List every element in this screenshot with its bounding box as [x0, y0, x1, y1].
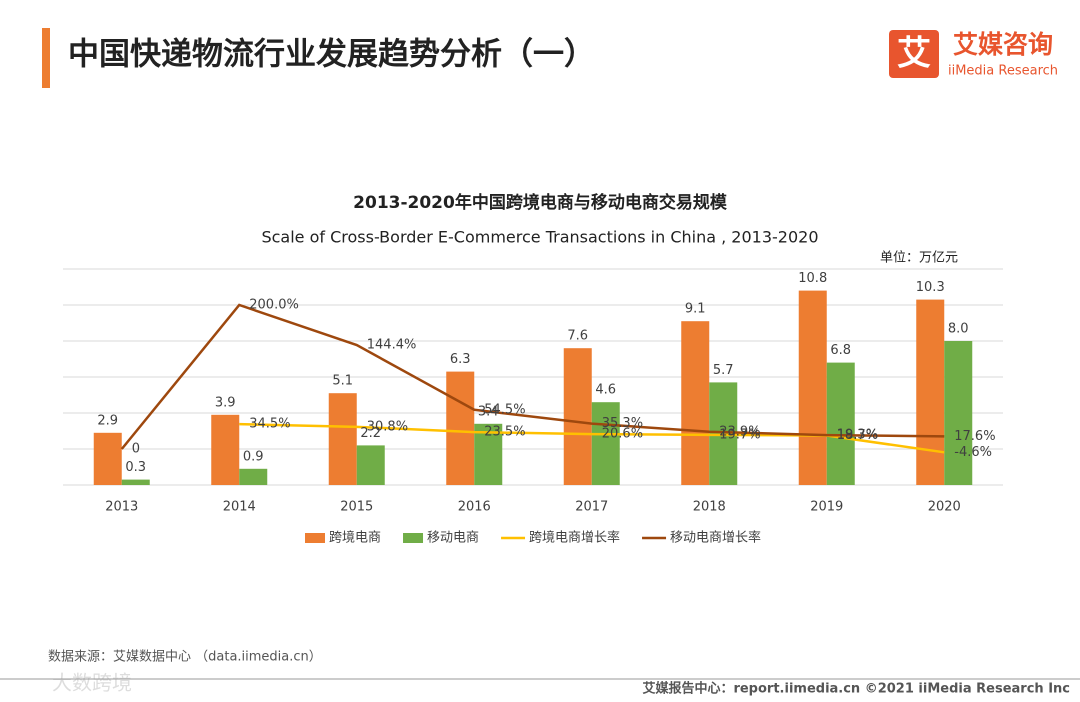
legend-label: 跨境电商增长率 [529, 530, 620, 546]
line-value-label: 20.6% [602, 427, 643, 442]
unit-label: 单位：万亿元 [880, 251, 958, 266]
logo-mark: 艾 [897, 34, 931, 74]
x-tick-label: 2019 [810, 500, 843, 515]
bar [446, 371, 475, 485]
bar-value-label: 2.9 [97, 413, 118, 428]
bar-value-label: 5.1 [332, 374, 353, 389]
bar [239, 468, 268, 485]
x-tick-label: 2020 [928, 500, 961, 515]
bar [328, 393, 357, 485]
logo-name: 艾媒咨询 [953, 30, 1053, 59]
grid [63, 268, 1003, 486]
line-value-label: 54.5% [484, 402, 525, 417]
bar-value-label: 2.2 [360, 426, 381, 441]
line-value-label: -4.6% [954, 445, 992, 460]
bar [211, 414, 240, 485]
bar-value-label: 3.9 [215, 395, 236, 410]
line-value-label: 23.5% [484, 425, 525, 440]
line-value-label: 144.4% [367, 338, 417, 353]
x-tick-label: 2018 [693, 500, 726, 515]
legend-label: 移动电商 [427, 531, 479, 546]
bar-value-label: 6.3 [450, 352, 471, 367]
footer-report: 艾媒报告中心：report.iimedia.cn ©2021 iiMedia R… [642, 681, 1070, 697]
bar-value-label: 4.6 [595, 383, 616, 398]
line-value-label: 19.3% [837, 428, 878, 443]
line-value-label: 19.7% [719, 427, 760, 442]
watermark: 大数跨境 [52, 671, 132, 695]
chart-title: 2013-2020年中国跨境电商与移动电商交易规模 [353, 192, 728, 213]
legend-swatch [403, 533, 424, 543]
line-value-label: 0 [132, 442, 140, 457]
line-value-label: 200.0% [249, 298, 299, 313]
bar [944, 341, 973, 485]
bar-value-label: 0.9 [243, 449, 264, 464]
bar [474, 423, 503, 485]
x-tick-label: 2017 [575, 500, 608, 515]
bar [93, 432, 122, 485]
labels: 2013 2014 2015 2016 2017 2018 2019 2020 2.9 3.9 5.… [97, 271, 995, 545]
legend-swatch [305, 533, 325, 543]
line-value-label: 35.3% [602, 416, 643, 431]
bar [826, 362, 855, 485]
bar-value-label: 10.8 [798, 271, 827, 286]
bar [121, 479, 150, 485]
bar-value-label: 3.4 [478, 404, 499, 419]
bar-value-label: 5.7 [713, 363, 734, 378]
line [120, 303, 945, 450]
bar [356, 445, 385, 485]
legend-label: 移动电商增长率 [670, 530, 761, 546]
bar [591, 402, 620, 485]
line-value-label: 30.8% [367, 419, 408, 434]
line-value-label: 17.6% [954, 429, 995, 444]
bar-value-label: 10.3 [916, 280, 945, 295]
bar-value-label: 9.1 [685, 302, 706, 317]
x-tick-label: 2016 [458, 500, 491, 515]
bar [916, 299, 945, 485]
line-value-label: 23.9% [719, 424, 760, 439]
marks [93, 290, 973, 485]
x-tick-label: 2015 [340, 500, 373, 515]
bar [681, 321, 710, 485]
bar [798, 290, 827, 485]
logo-sub: iiMedia Research [948, 64, 1058, 79]
bar-value-label: 8.0 [948, 322, 969, 337]
source: 数据来源：艾媒数据中心 （data.iimedia.cn） [48, 650, 322, 665]
x-tick-label: 2014 [223, 500, 256, 515]
title-accent [42, 28, 50, 88]
bar-value-label: 7.6 [567, 329, 588, 344]
slide-title: 中国快递物流行业发展趋势分析（一） [68, 37, 595, 73]
bar-value-label: 6.8 [830, 343, 851, 358]
legend-label: 跨境电商 [329, 531, 381, 546]
line-value-label: 18.7% [837, 428, 878, 443]
line-value-label: 34.5% [249, 417, 290, 432]
chart-subtitle: Scale of Cross-Border E-Commerce Transac… [261, 228, 818, 247]
x-tick-label: 2013 [105, 500, 138, 515]
bar [563, 348, 592, 485]
bar-value-label: 0.3 [125, 460, 146, 475]
logo-icon [889, 30, 939, 78]
